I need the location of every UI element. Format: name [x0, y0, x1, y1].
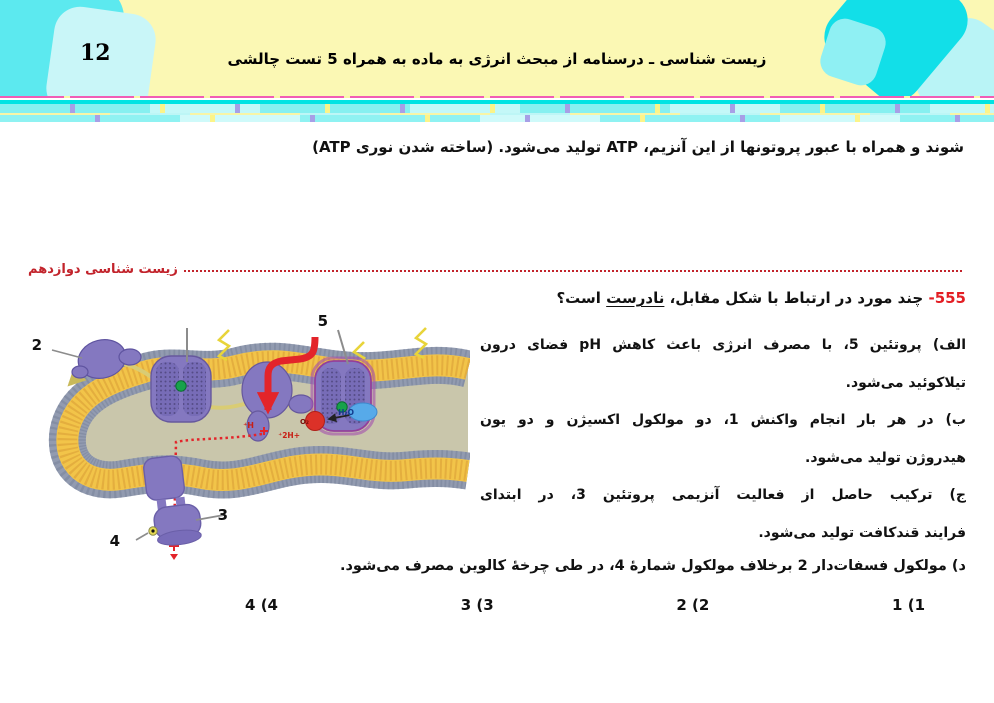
page-header: 12 زیست شناسی ـ درسنامه از مبحث انرژی به… [0, 0, 994, 96]
atp-synthase-protein-3 [143, 455, 202, 546]
membrane-band [48, 342, 470, 499]
question-555: 555- چند مورد در ارتباط با شکل مقابل، نا… [556, 289, 966, 307]
water-molecule [348, 402, 378, 422]
divider-yellow-line [0, 113, 994, 115]
section-rule: زیست شناسی دوازدهم [28, 262, 968, 277]
proton-dotted-path [172, 432, 263, 541]
divider-cyan-line [0, 100, 994, 104]
mosaic-divider [0, 96, 994, 122]
oxygen-label: O₂ [300, 418, 309, 426]
diagram-label-4: 4 [110, 532, 120, 550]
option-a-line-2: تیلاکوئید می‌شود. [845, 374, 966, 391]
option-d-line: د) مولکول فسفات‌دار 2 برخلاف مولکول شمار… [339, 558, 966, 574]
thylakoid-diagram: 2 5 H⁺ O₂ +2H⁺ H₂O [24, 312, 470, 578]
choice-1: 1) 1 [892, 596, 925, 614]
page-number: 12 [80, 40, 111, 66]
option-list: الف) پروتئین 5، با مصرف انرژی باعث کاهش … [480, 330, 966, 556]
proton-pump-arrow [256, 336, 319, 415]
water-arrow [327, 413, 351, 423]
answer-choices: 1) 1 2) 2 3) 3 4) 4 [245, 596, 925, 614]
question-underlined-word: نادرست [606, 289, 665, 307]
water-label: H₂O [338, 408, 354, 417]
option-a-line-1: الف) پروتئین 5، با مصرف انرژی باعث کاهش … [480, 337, 966, 353]
option-c-line-1: ج) ترکیب حاصل از فعالیت آنزیمی پروتئین 3… [480, 487, 966, 504]
diagram-label-3: 3 [218, 506, 228, 524]
divider-magenta-line [0, 96, 994, 98]
diagram-label-2: 2 [32, 336, 42, 354]
section-dotted-line [183, 270, 962, 272]
divider-band-2 [0, 115, 994, 122]
intro-line: شوند و همراه با عبور پروتونها از این آنز… [312, 138, 964, 156]
divider-gap [0, 98, 994, 100]
protein-2-blob [71, 339, 142, 379]
choice-2: 2) 2 [676, 596, 710, 614]
label-3-pointer [195, 514, 225, 521]
option-b-line-1: ب) در هر بار انجام واکنش 1، دو مولکول اک… [480, 412, 966, 429]
option-b-line-2: هیدروژن تولید می‌شود. [805, 449, 966, 466]
choice-3: 3) 3 [460, 596, 494, 614]
photosystem-left [150, 328, 212, 423]
divider-band-1 [0, 104, 994, 113]
oxygen-molecule [305, 411, 325, 431]
question-number: 555- [928, 289, 966, 307]
header-title: زیست شناسی ـ درسنامه از مبحث انرژی به ما… [227, 50, 767, 68]
question-text-after: است؟ [556, 289, 607, 307]
protons-label: +2H⁺ [278, 431, 300, 440]
label-2-pointer [51, 349, 83, 359]
h-plus-label: H⁺ [243, 421, 254, 430]
section-label: زیست شناسی دوازدهم [28, 262, 178, 277]
molecule-4-core [151, 529, 155, 533]
label-4-pointer [135, 532, 149, 541]
chlorophyll-green-left [175, 380, 187, 392]
option-c-line-2: فرایند قندکافت تولید می‌شود. [758, 524, 966, 541]
question-text-before: چند مورد در ارتباط با شکل مقابل، [664, 289, 924, 307]
diagram-label-5: 5 [318, 312, 328, 330]
chlorophyll-green-right [336, 401, 348, 413]
choice-4: 4) 4 [245, 596, 278, 614]
